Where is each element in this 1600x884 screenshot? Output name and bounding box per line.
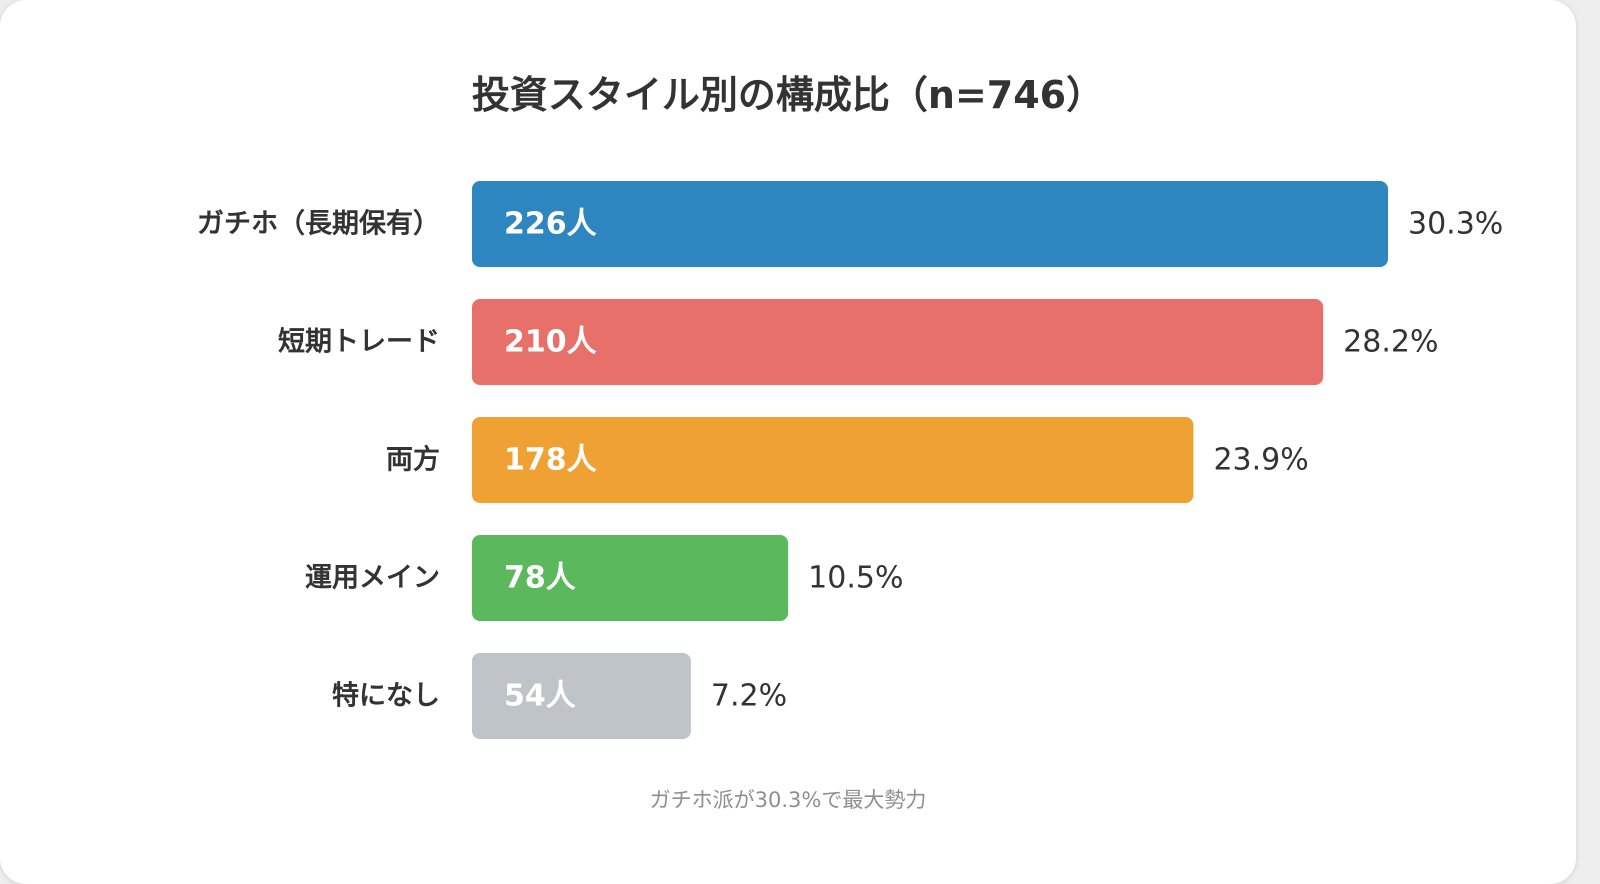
category-label-2: 両方 [386, 444, 440, 476]
percent-label-2: 23.9% [1213, 443, 1308, 478]
category-label-3: 運用メイン [305, 563, 440, 594]
count-label-3: 78人 [504, 561, 576, 596]
bar-0 [472, 181, 1388, 267]
percent-label-0: 30.3% [1408, 207, 1503, 242]
count-label-1: 210人 [504, 325, 597, 360]
category-label-4: 特になし [332, 681, 440, 712]
bar-1 [472, 299, 1324, 385]
category-label-1: 短期トレード [278, 327, 440, 358]
chart-footnote: ガチホ派が30.3%で最大勢力 [649, 788, 927, 812]
percent-label-4: 7.2% [711, 679, 787, 714]
bar-2 [472, 417, 1194, 503]
category-label-0: ガチホ（長期保有） [197, 209, 440, 240]
count-label-2: 178人 [504, 443, 597, 478]
bar-3 [472, 535, 789, 621]
chart-title: 投資スタイル別の構成比（n=746） [471, 73, 1105, 117]
percent-label-3: 10.5% [808, 561, 903, 596]
count-label-4: 54人 [504, 679, 576, 714]
bar-4 [472, 653, 691, 739]
percent-label-1: 28.2% [1343, 325, 1438, 360]
count-label-0: 226人 [504, 207, 597, 242]
